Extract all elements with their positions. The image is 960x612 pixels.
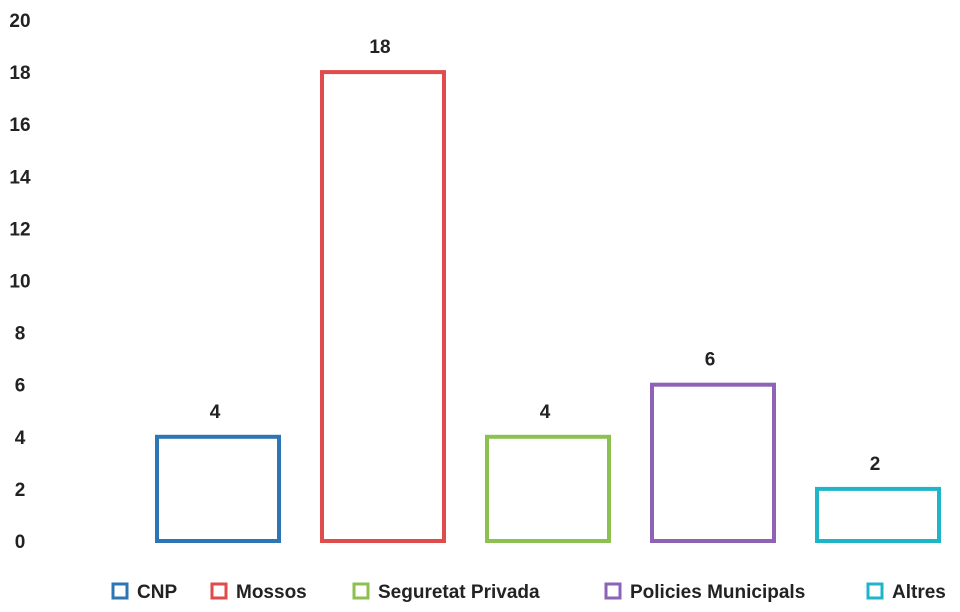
data-label: 2 [870, 454, 881, 475]
bar-mossos [320, 70, 446, 543]
y-axis: 0 2 4 6 8 10 12 14 16 18 20 [9, 11, 31, 553]
legend-label: Altres [892, 582, 946, 603]
bar-altres [815, 486, 941, 543]
y-tick-label: 14 [9, 167, 31, 188]
data-label: 4 [540, 402, 551, 423]
data-labels: 4 18 4 6 2 [210, 37, 881, 475]
legend-swatch [604, 582, 622, 600]
data-label: 18 [369, 37, 390, 58]
bar-cnp [155, 434, 281, 543]
y-tick-label: 16 [9, 115, 30, 136]
legend-label: Seguretat Privada [378, 582, 540, 603]
legend-label: CNP [137, 582, 177, 603]
legend-label: Policies Municipals [630, 582, 805, 603]
legend-swatch [866, 582, 884, 600]
bar-policies-municipals [650, 382, 776, 544]
y-tick-label: 2 [15, 480, 26, 501]
y-tick-label: 20 [9, 11, 30, 32]
y-tick-label: 10 [9, 272, 30, 293]
legend-swatch [111, 582, 129, 600]
data-label: 6 [705, 350, 716, 371]
bar-seguretat-privada [485, 434, 611, 543]
legend-swatch [210, 582, 228, 600]
legend-swatch [352, 582, 370, 600]
legend-label: Mossos [236, 582, 307, 603]
y-tick-label: 0 [15, 532, 26, 553]
y-tick-label: 18 [9, 63, 30, 84]
bars [155, 70, 941, 544]
legend: CNP Mossos Seguretat Privada Policies Munic… [111, 582, 946, 603]
data-label: 4 [210, 402, 221, 423]
y-tick-label: 6 [15, 376, 26, 397]
y-tick-label: 4 [15, 428, 26, 449]
y-tick-label: 12 [9, 219, 30, 240]
y-tick-label: 8 [15, 324, 26, 345]
